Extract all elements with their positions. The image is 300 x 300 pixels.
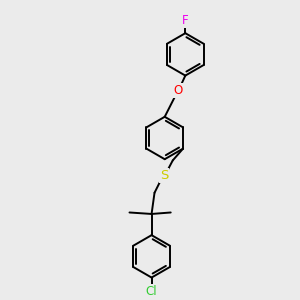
Text: Cl: Cl — [146, 285, 158, 298]
Text: F: F — [182, 14, 189, 27]
Text: O: O — [173, 84, 183, 98]
Text: S: S — [160, 169, 168, 182]
